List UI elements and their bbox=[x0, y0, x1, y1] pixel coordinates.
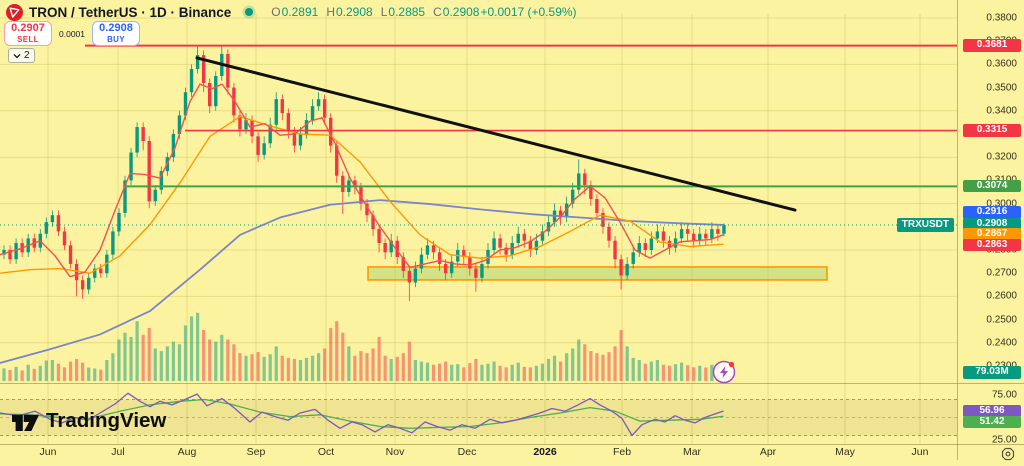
ma-slow-line bbox=[0, 115, 724, 274]
price-axis-tick: 0.2700 bbox=[986, 267, 1017, 279]
rsi-band bbox=[0, 399, 957, 436]
volume-layer bbox=[2, 312, 726, 381]
buy-button[interactable]: 0.2908 BUY bbox=[92, 21, 140, 46]
price-axis-tick: 0.2400 bbox=[986, 337, 1017, 349]
ohlc-close-label: C bbox=[433, 5, 442, 19]
price-axis-tick: 0.3800 bbox=[986, 12, 1017, 24]
chevron-down-icon bbox=[13, 53, 21, 58]
market-status-icon[interactable] bbox=[245, 8, 254, 16]
price-axis-tick: 0.2600 bbox=[986, 290, 1017, 302]
price-axis-tick: 0.3200 bbox=[986, 151, 1017, 163]
price-axis-tag-56.96: 56.96 bbox=[963, 404, 1021, 418]
ma-fast-line bbox=[0, 83, 724, 278]
symbol-title[interactable]: TRON / TetherUS · 1D · Binance bbox=[29, 4, 232, 20]
price-axis-tag-0.3315: 0.3315 bbox=[963, 124, 1021, 137]
price-axis-tick: 0.2300 bbox=[986, 361, 1017, 372]
rsi-axis-tick: 25.00 bbox=[991, 434, 1017, 446]
time-axis[interactable]: Jun Jul Aug Sep Oct Nov Dec 2026 Feb Mar Apr May Jun bbox=[0, 445, 958, 460]
sell-label: SELL bbox=[17, 35, 39, 44]
time-axis-label: Jun bbox=[911, 446, 929, 458]
ohlc-low-value: 0.2885 bbox=[388, 5, 426, 19]
price-axis-tick: 0.3000 bbox=[986, 198, 1017, 210]
collapsed-indicator-count: 2 bbox=[24, 50, 30, 61]
spread-value: 0.0001 bbox=[59, 28, 85, 39]
price-axis-tick: 0.3500 bbox=[986, 82, 1017, 94]
time-axis-label: Jul bbox=[111, 446, 125, 458]
rsi-line bbox=[0, 392, 724, 437]
ohlc-readout: O 0.2891 H 0.2908 L 0.2885 C 0.2908 +0.0017 … bbox=[263, 5, 576, 19]
price-axis-tag-0.2863: 0.2863 bbox=[963, 238, 1021, 252]
indicators-collapse-toggle[interactable]: 2 bbox=[8, 48, 35, 63]
price-axis-tag-0.3074: 0.3074 bbox=[963, 179, 1021, 193]
rsi-axis-tick: 75.00 bbox=[991, 389, 1017, 401]
ma-long-line bbox=[0, 199, 724, 364]
price-axis-tick: 0.3400 bbox=[986, 105, 1017, 117]
price-axis-tick: 0.3600 bbox=[986, 58, 1017, 70]
candles-layer bbox=[2, 45, 726, 302]
buy-label: BUY bbox=[107, 35, 125, 44]
sell-price: 0.2907 bbox=[11, 22, 45, 34]
sell-button[interactable]: 0.2907 SELL bbox=[4, 21, 52, 46]
time-axis-label: Aug bbox=[177, 446, 197, 458]
timezone-settings-icon[interactable] bbox=[1001, 447, 1015, 466]
ohlc-open-label: O bbox=[271, 5, 281, 19]
buy-price: 0.2908 bbox=[99, 22, 133, 34]
time-axis-label: Dec bbox=[457, 446, 477, 458]
ohlc-change-value: +0.0017 (+0.59%) bbox=[480, 5, 577, 19]
price-axis-tag-0.2867: 0.2867 bbox=[963, 227, 1021, 241]
price-axis[interactable]: 0.38000.37000.36000.35000.34000.33000.32… bbox=[958, 0, 1024, 460]
trade-buttons: 0.2907 SELL 0.0001 0.2908 BUY bbox=[4, 21, 140, 46]
time-axis-label: Sep bbox=[246, 446, 266, 458]
ohlc-close-value: 0.2908 bbox=[442, 5, 480, 19]
support-zone-rect[interactable] bbox=[367, 266, 828, 281]
time-axis-label: May bbox=[835, 446, 855, 458]
ohlc-low-label: L bbox=[380, 5, 388, 19]
lightning-icon[interactable] bbox=[712, 360, 736, 384]
price-axis-tag-0.2916: 0.2916 bbox=[963, 206, 1021, 219]
tradingview-watermark[interactable]: TradingView bbox=[12, 409, 166, 433]
trendline-drawing[interactable] bbox=[195, 56, 797, 212]
tradingview-watermark-text: TradingView bbox=[46, 409, 167, 432]
time-axis-label: Nov bbox=[385, 446, 405, 458]
ohlc-open-value: 0.2891 bbox=[281, 5, 319, 19]
time-axis-label: Mar bbox=[682, 446, 702, 458]
price-axis-tag-0.3681: 0.3681 bbox=[963, 39, 1021, 52]
tradingview-logo-icon bbox=[12, 414, 39, 431]
time-axis-label: Jun bbox=[39, 446, 57, 458]
time-axis-label: Oct bbox=[317, 446, 335, 458]
price-axis-tag-51.42: 51.42 bbox=[963, 415, 1021, 429]
time-axis-label: 2026 bbox=[533, 446, 557, 458]
price-axis-tag-79.03M: 79.03M bbox=[963, 366, 1021, 379]
ohlc-high-value: 0.2908 bbox=[336, 5, 373, 19]
time-axis-label: Apr bbox=[759, 446, 777, 458]
time-axis-label: Feb bbox=[612, 446, 632, 458]
tron-logo-icon bbox=[6, 3, 23, 21]
price-axis-tick: 0.2500 bbox=[986, 314, 1017, 326]
chart-header: TRON / TetherUS · 1D · Binance O 0.2891 H… bbox=[6, 3, 577, 21]
price-line-symbol-tag: TRXUSDT bbox=[896, 217, 954, 232]
ohlc-high-label: H bbox=[326, 5, 335, 19]
